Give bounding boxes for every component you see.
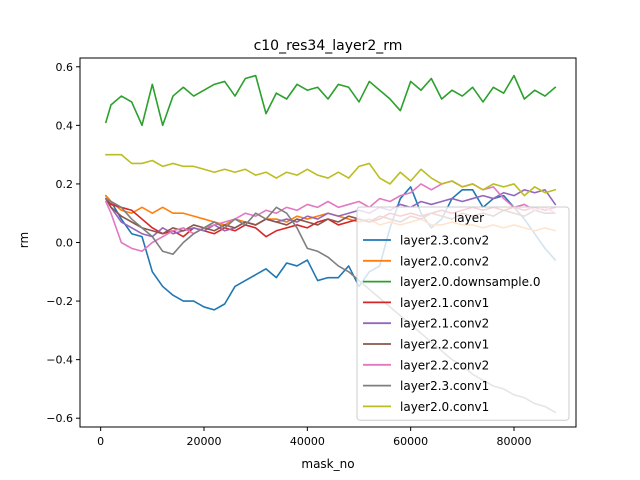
legend-label: layer2.2.conv1: [400, 338, 489, 352]
series-line-layer2.1.conv2: [105, 188, 557, 238]
y-tick-label: 0.0: [56, 237, 74, 250]
series-line-layer2.0.downsample.0: [105, 74, 557, 127]
y-tick-label: 0.2: [56, 178, 74, 191]
x-tick-label: 40000: [290, 435, 325, 448]
legend-label: layer2.0.conv1: [400, 400, 489, 414]
x-axis-label: mask_no: [301, 457, 354, 471]
legend-title: layer: [454, 211, 484, 225]
chart-title: c10_res34_layer2_rm: [254, 38, 403, 54]
x-tick-label: 80000: [497, 435, 532, 448]
x-tick-label: 60000: [393, 435, 428, 448]
legend-box: [356, 206, 570, 421]
legend-label: layer2.3.conv1: [400, 379, 489, 393]
series-line-layer2.3.conv2: [105, 186, 557, 311]
y-axis-label: rm: [17, 232, 31, 248]
x-tick-label: 0: [97, 435, 104, 448]
legend-label: layer2.0.conv2: [400, 254, 489, 268]
series-line-layer2.0.conv1: [105, 153, 557, 197]
y-tick-label: −0.4: [46, 354, 73, 367]
y-tick-label: 0.4: [56, 119, 74, 132]
legend-label: layer2.1.conv2: [400, 317, 489, 331]
y-tick-label: −0.6: [46, 412, 73, 425]
legend: layer layer2.3.conv2 layer2.0.conv2 layer2.…: [356, 206, 570, 421]
axes-layer: 0 20000 40000 60000 80000 −0.6 −0.4 −0.2 0.0 0.2 0…: [46, 57, 577, 448]
series-layer: [105, 74, 557, 414]
legend-label: layer2.3.conv2: [400, 234, 489, 248]
legend-label: layer2.2.conv2: [400, 358, 489, 372]
legend-label: layer2.1.conv1: [400, 296, 489, 310]
y-tick-label: 0.6: [56, 61, 74, 74]
y-tick-label: −0.2: [46, 295, 73, 308]
legend-label: layer2.0.downsample.0: [400, 275, 540, 289]
x-tick-label: 20000: [187, 435, 222, 448]
